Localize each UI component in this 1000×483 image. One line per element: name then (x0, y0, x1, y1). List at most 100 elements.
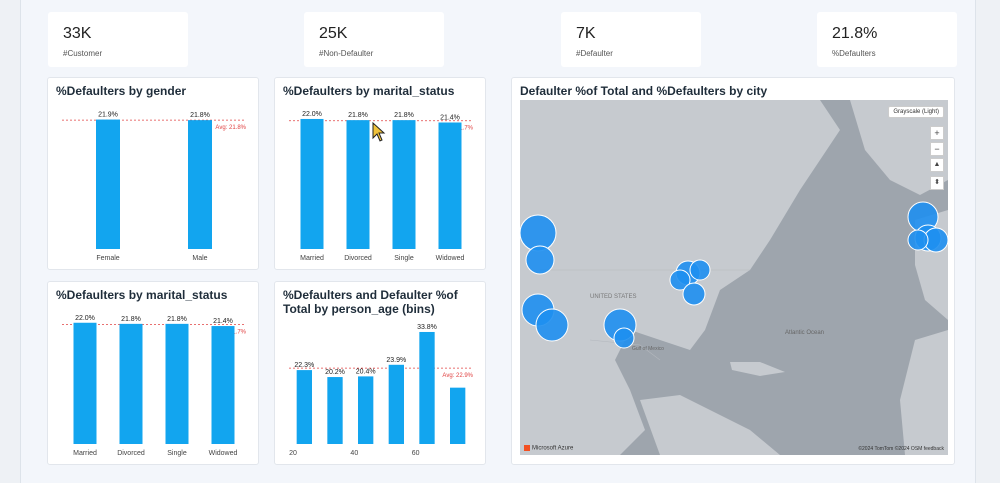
kpi-pct-defaulters-value: 21.8% (832, 25, 878, 42)
chart-marital-2-svg: Avg: 21.7%22.0%Married21.8%Divorced21.8%… (62, 315, 247, 457)
mouse-cursor-icon (372, 122, 386, 142)
x-tick-label: Married (300, 255, 324, 262)
chart-card-gender[interactable]: %Defaulters by gender Avg: 21.8% 21.9% Fem… (47, 77, 259, 270)
zoom-in-button[interactable]: + (930, 126, 944, 140)
city-bubble[interactable] (689, 259, 711, 281)
data-label: 20.4% (356, 368, 376, 375)
data-label: 22.0% (302, 111, 322, 118)
x-tick-label: Female (96, 255, 119, 262)
kpi-non-defaulter-value: 25K (319, 25, 348, 42)
bar (419, 331, 435, 444)
africa-land (900, 330, 948, 455)
compass-icon[interactable]: ⬍ (930, 176, 944, 190)
bar (392, 120, 416, 249)
city-map[interactable]: UNITED STATES Atlantic Ocean Gulf of Mex… (520, 100, 948, 455)
x-tick-label: Widowed (209, 450, 238, 457)
kpi-customer-card[interactable]: 33K #Customer (48, 12, 188, 67)
map-card[interactable]: Defaulter %of Total and %Defaulters by c… (511, 77, 955, 465)
x-tick-label: Male (192, 255, 207, 262)
city-bubble[interactable] (669, 269, 691, 291)
bar (73, 322, 97, 444)
city-bubble[interactable] (613, 327, 635, 349)
data-label: 23.9% (386, 357, 406, 364)
map-style-label: Grayscale (Light) (893, 109, 939, 115)
kpi-defaulter-label: #Defaulter (576, 49, 613, 58)
x-tick-label: Divorced (344, 255, 372, 262)
data-label: 33.8% (417, 324, 437, 331)
city-bubble[interactable] (682, 282, 706, 306)
data-label: 22.0% (75, 315, 95, 322)
data-label: 21.8% (394, 112, 414, 119)
data-label: 21.9% (98, 112, 118, 119)
kpi-non-defaulter-card[interactable]: 25K #Non-Defaulter (304, 12, 444, 67)
chart-title: %Defaulters by marital_status (56, 288, 228, 302)
bar (388, 364, 404, 444)
x-tick-label: 40 (350, 450, 358, 457)
border-line (589, 339, 661, 361)
chart-card-age[interactable]: %Defaulters and Defaulter %of Total by p… (274, 281, 486, 465)
data-label: 21.8% (121, 316, 141, 323)
city-bubble[interactable] (525, 245, 555, 275)
label-atlantic: Atlantic Ocean (785, 330, 824, 336)
bar (438, 122, 462, 249)
city-bubble[interactable] (907, 229, 929, 251)
bar (450, 387, 466, 444)
bar (300, 118, 324, 249)
provider-label: Microsoft Azure (532, 446, 574, 452)
caribbean-island (730, 362, 785, 376)
kpi-defaulter-card[interactable]: 7K #Defaulter (561, 12, 701, 67)
kpi-pct-defaulters-label: %Defaulters (832, 49, 876, 58)
tilt-icon[interactable]: ▲ (930, 158, 944, 172)
data-label: 22.3% (294, 362, 314, 369)
kpi-pct-defaulters-card[interactable]: 21.8% %Defaulters (817, 12, 957, 67)
bar (358, 376, 374, 444)
chart-card-marital-2[interactable]: %Defaulters by marital_status Avg: 21.7%… (47, 281, 259, 465)
bar (96, 119, 120, 249)
x-tick-label: 20 (289, 450, 297, 457)
bar (119, 323, 143, 444)
label-united-states: UNITED STATES (590, 294, 636, 300)
map-title: Defaulter %of Total and %Defaulters by c… (520, 84, 768, 98)
x-tick-label: Married (73, 450, 97, 457)
zoom-out-button[interactable]: − (930, 142, 944, 156)
map-style-picker[interactable]: Grayscale (Light) (888, 106, 944, 118)
city-bubble[interactable] (535, 308, 569, 342)
greenland-land (850, 100, 948, 195)
x-tick-label: 60 (412, 450, 420, 457)
data-label: 21.4% (440, 115, 460, 122)
central-america-land (640, 395, 780, 455)
kpi-customer-value: 33K (63, 25, 92, 42)
label-gulf: Gulf of Mexico (632, 346, 664, 352)
kpi-non-defaulter-label: #Non-Defaulter (319, 49, 374, 58)
report-canvas: 33K #Customer 25K #Non-Defaulter 7K #Def… (20, 0, 976, 483)
bar (327, 377, 343, 444)
map-copyright: ©2024 TomTom ©2024 OSM feedback (858, 446, 944, 452)
microsoft-logo: Microsoft Azure (524, 445, 573, 452)
data-label: 20.2% (325, 369, 345, 376)
bar (346, 120, 370, 249)
kpi-customer-label: #Customer (63, 49, 103, 58)
average-label: Avg: 21.8% (215, 125, 246, 131)
bar (296, 370, 312, 444)
map-base-svg: UNITED STATES Atlantic Ocean Gulf of Mex… (520, 100, 948, 455)
city-bubble[interactable] (520, 214, 557, 252)
chart-title: %Defaulters and Defaulter %of Total by p… (283, 288, 458, 316)
x-tick-label: Widowed (436, 255, 465, 262)
bar (188, 120, 212, 249)
data-label: 21.8% (348, 112, 368, 119)
x-tick-label: Divorced (117, 450, 145, 457)
average-label: Avg: 22.9% (442, 373, 473, 379)
chart-card-marital-1[interactable]: %Defaulters by marital_status Avg: 21.7%… (274, 77, 486, 270)
chart-age-svg: Avg: 22.9% 22.3% 20 20.2% 20.4% 40 23.9% 33.8% 6… (289, 324, 474, 457)
data-label: 21.4% (213, 318, 233, 325)
bar (165, 323, 189, 444)
data-label: 21.8% (190, 112, 210, 119)
chart-gender-svg: Avg: 21.8% 21.9% Female 21.8% Male (62, 112, 247, 262)
kpi-defaulter-value: 7K (576, 25, 596, 42)
data-label: 21.8% (167, 316, 187, 323)
chart-marital-1-svg: Avg: 21.7%22.0%Married21.8%Divorced21.8%… (289, 111, 474, 262)
x-tick-label: Single (394, 255, 414, 262)
chart-title: %Defaulters by marital_status (283, 84, 455, 98)
chart-title: %Defaulters by gender (56, 84, 187, 98)
bar (211, 326, 235, 444)
